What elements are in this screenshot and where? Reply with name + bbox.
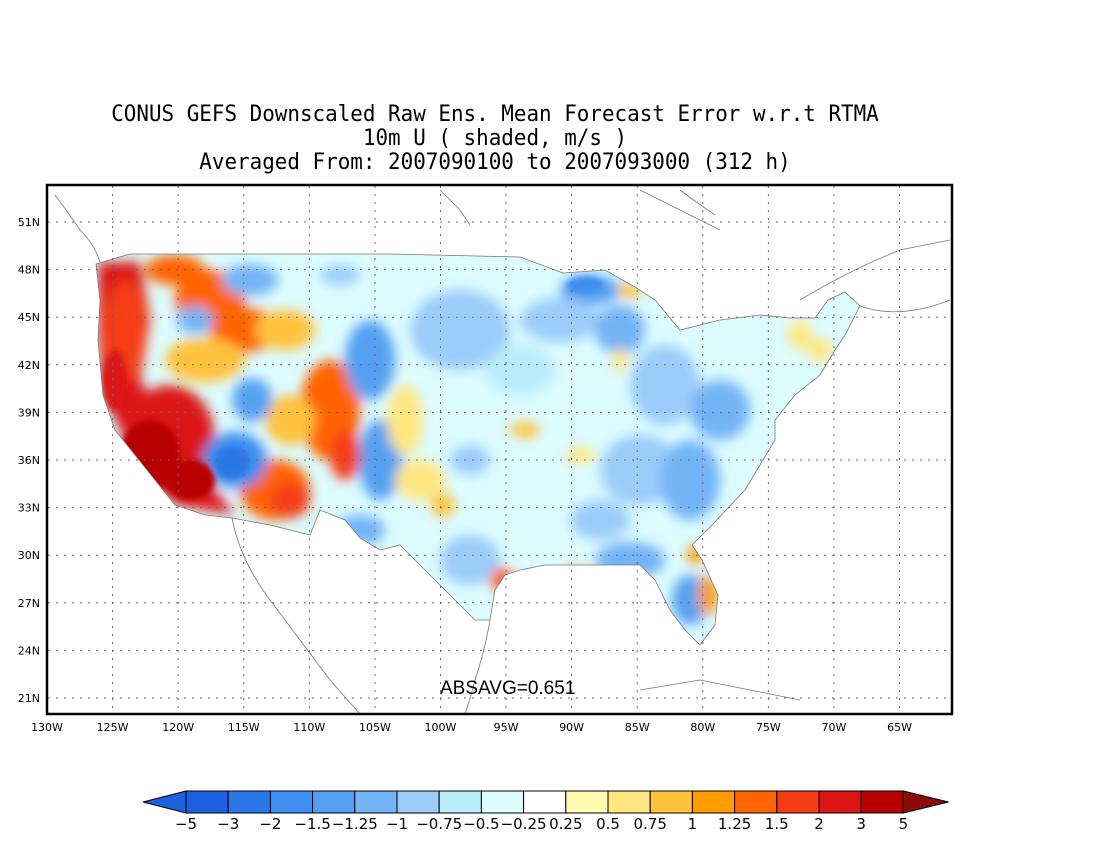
colorbar-label: 5 <box>899 815 909 833</box>
colorbar-label: −2 <box>259 815 281 833</box>
lon-label: 75W <box>756 721 781 734</box>
coastlines <box>54 189 951 714</box>
colorbar-label: −0.25 <box>501 815 547 833</box>
lat-label: 45N <box>18 311 40 324</box>
colorbar-label: −5 <box>175 815 197 833</box>
lat-label: 21N <box>18 692 40 705</box>
colorbar-label: 1 <box>688 815 698 833</box>
graticule <box>48 186 951 713</box>
colorbar-label: −0.75 <box>416 815 462 833</box>
colorbar-label: 2 <box>814 815 824 833</box>
colorbar-swatch <box>269 790 314 814</box>
colorbar-label: 1.5 <box>765 815 789 833</box>
absavg-annotation: ABSAVG=0.651 <box>440 678 575 699</box>
lat-label: 30N <box>18 549 40 562</box>
colorbar-label: −1 <box>386 815 408 833</box>
title-line-3: Averaged From: 2007090100 to 2007093000 … <box>199 150 791 175</box>
colorbar: −5 −3 −2 −1.5 −1.25 −1 −0.75 −0.5 −0.25 0.25 0.5 0.… <box>142 790 949 833</box>
colorbar-label: −1.25 <box>332 815 378 833</box>
colorbar-swatch <box>480 790 525 814</box>
lat-label: 39N <box>18 406 40 419</box>
lat-label: 42N <box>18 359 40 372</box>
lon-label: 95W <box>494 721 519 734</box>
lon-label: 65W <box>887 721 912 734</box>
plot-frame <box>45 183 954 716</box>
colorbar-swatch <box>396 790 440 814</box>
colorbar-label: 3 <box>856 815 866 833</box>
colorbar-swatch <box>902 790 949 814</box>
lat-label: 36N <box>18 454 40 467</box>
colorbar-swatch <box>734 790 778 814</box>
colorbar-swatch <box>818 790 862 814</box>
colorbar-label: −3 <box>217 815 239 833</box>
colorbar-swatch <box>860 790 904 814</box>
lon-label: 130W <box>31 721 63 734</box>
axis-labels: 130W 125W 120W 115W 110W 105W 100W 95W 90W 85W 80W… <box>18 216 912 734</box>
lat-label: 24N <box>18 644 40 657</box>
colorbar-label: 1.25 <box>718 815 751 833</box>
colorbar-swatch <box>523 790 567 814</box>
title-line-2: 10m U ( shaded, m/s ) <box>362 126 628 151</box>
lon-label: 90W <box>559 721 584 734</box>
lon-label: 70W <box>822 721 847 734</box>
lon-label: 100W <box>425 721 457 734</box>
lat-label: 33N <box>18 502 40 515</box>
lon-label: 80W <box>690 721 715 734</box>
lon-label: 105W <box>359 721 391 734</box>
colorbar-swatch <box>691 790 736 814</box>
lon-label: 85W <box>625 721 650 734</box>
colorbar-swatch <box>565 790 609 814</box>
colorbar-swatch <box>438 790 482 814</box>
colorbar-label: −1.5 <box>294 815 330 833</box>
colorbar-swatch <box>185 790 229 814</box>
colorbar-label: 0.5 <box>596 815 620 833</box>
colorbar-label: −0.5 <box>463 815 499 833</box>
colorbar-swatch <box>776 790 820 814</box>
colorbar-label: 0.25 <box>549 815 582 833</box>
colorbar-swatch <box>649 790 693 814</box>
lon-label: 125W <box>97 721 129 734</box>
lat-label: 48N <box>18 264 40 277</box>
title-line-1: CONUS GEFS Downscaled Raw Ens. Mean Fore… <box>111 102 879 127</box>
lat-label: 27N <box>18 597 40 610</box>
lat-label: 51N <box>18 216 40 229</box>
colorbar-swatch <box>227 790 271 814</box>
lon-label: 110W <box>293 721 325 734</box>
colorbar-swatch <box>607 790 651 814</box>
lon-label: 120W <box>162 721 194 734</box>
lon-label: 115W <box>228 721 260 734</box>
colorbar-arrow-left <box>142 790 187 814</box>
colorbar-label: 0.75 <box>633 815 666 833</box>
colorbar-swatch <box>312 790 356 814</box>
colorbar-swatch <box>354 790 398 814</box>
